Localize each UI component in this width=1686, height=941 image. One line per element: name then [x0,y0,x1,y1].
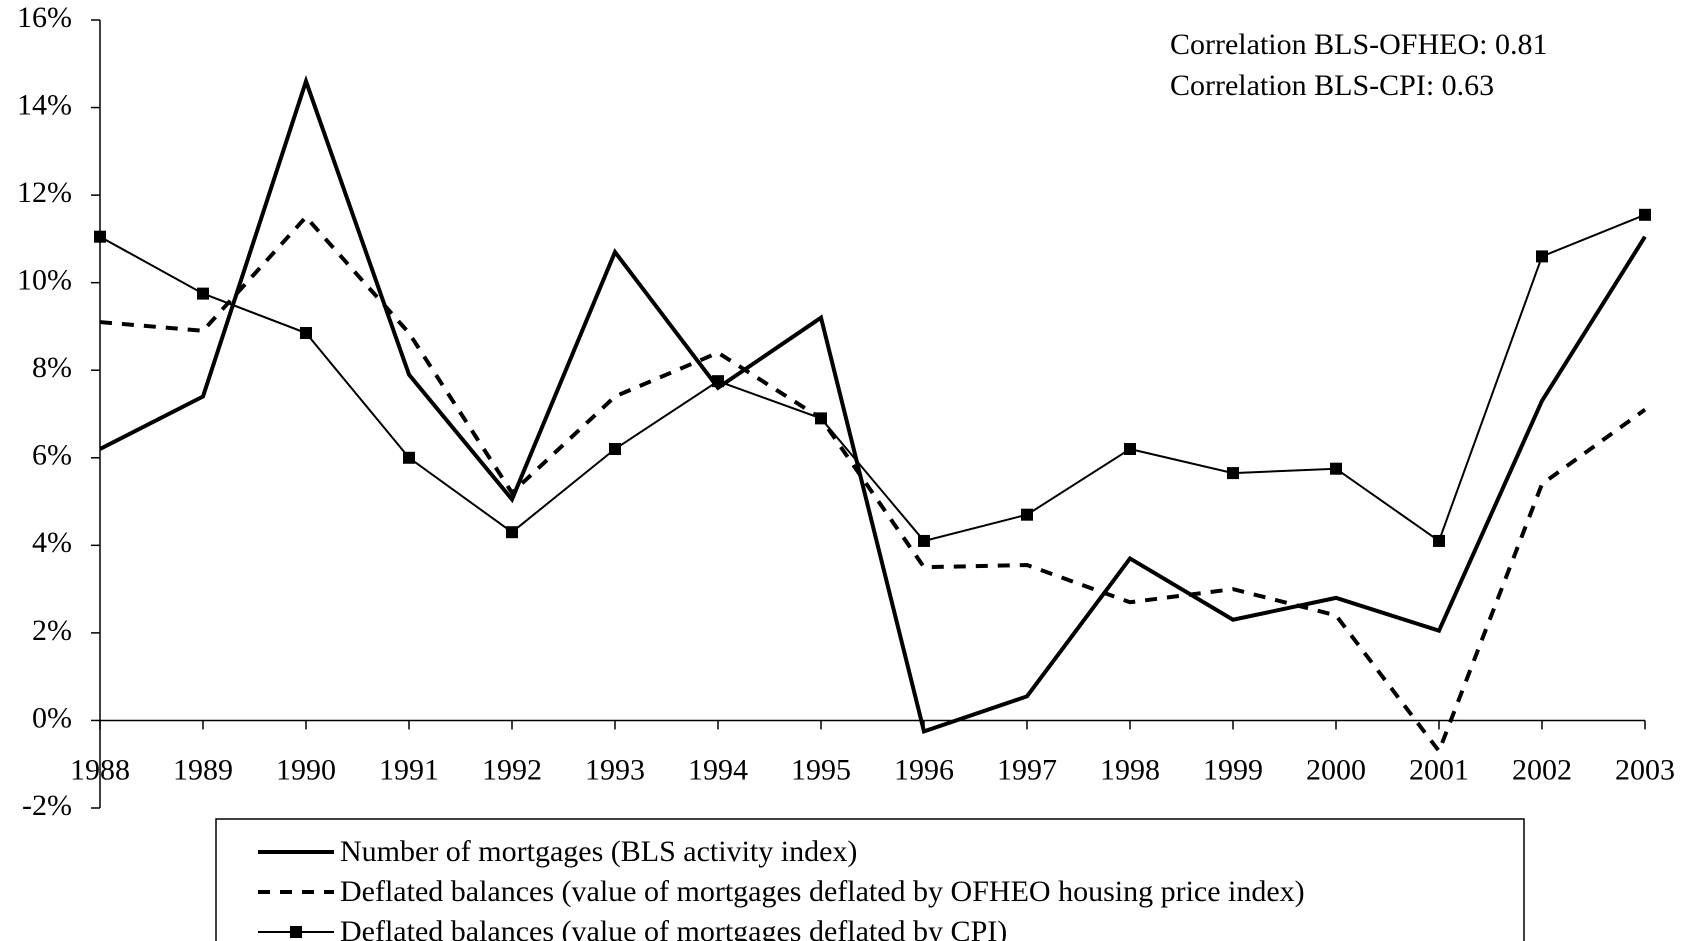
data-point [403,451,415,464]
data-point [712,375,724,388]
x-tick-label: 1998 [1100,753,1160,786]
data-point [1536,250,1548,263]
x-tick-label: 1997 [997,753,1057,786]
data-point [609,443,621,456]
x-tick-label: 1988 [70,753,130,786]
x-tick-label: 1992 [482,753,542,786]
data-point [94,230,106,243]
y-tick-label: -2% [22,789,72,822]
legend-label: Deflated balances (value of mortgages de… [340,875,1305,908]
data-point [1639,208,1651,221]
data-point [918,534,930,547]
legend-label: Deflated balances (value of mortgages de… [340,915,1007,941]
data-point [506,526,518,539]
x-tick-label: 1995 [791,753,851,786]
data-point [1227,467,1239,480]
y-tick-label: 12% [17,176,72,209]
y-tick-label: 10% [17,264,72,297]
data-point [815,412,827,425]
x-tick-label: 1994 [688,753,748,786]
data-point [1433,534,1445,547]
x-tick-label: 1996 [894,753,954,786]
y-tick-label: 16% [17,1,72,34]
x-tick-label: 2000 [1306,753,1366,786]
series-line [99,213,1646,543]
annotation: Correlation BLS-OFHEO: 0.81 [1170,28,1547,61]
y-tick-label: 6% [32,439,72,472]
legend-label: Number of mortgages (BLS activity index) [340,835,857,868]
data-point [1330,462,1342,475]
x-tick-label: 2001 [1409,753,1469,786]
data-point [197,287,209,300]
x-tick-label: 2002 [1512,753,1572,786]
y-tick-label: 4% [32,526,72,559]
y-tick-label: 8% [32,351,72,384]
x-tick-label: 1989 [173,753,233,786]
data-point [300,327,312,340]
x-tick-label: 1990 [276,753,336,786]
legend-marker [290,926,302,938]
y-tick-label: 0% [32,701,72,734]
x-tick-label: 1991 [379,753,439,786]
y-tick-label: 14% [17,88,72,121]
annotation: Correlation BLS-CPI: 0.63 [1170,69,1494,102]
legend-box [215,818,1525,941]
y-tick-label: 2% [32,614,72,647]
x-tick-label: 2003 [1615,753,1675,786]
data-point [1021,508,1033,521]
series-line [99,214,1647,756]
x-tick-label: 1999 [1203,753,1263,786]
data-point [1124,443,1136,456]
x-tick-label: 1993 [585,753,645,786]
series-line [99,75,1647,734]
